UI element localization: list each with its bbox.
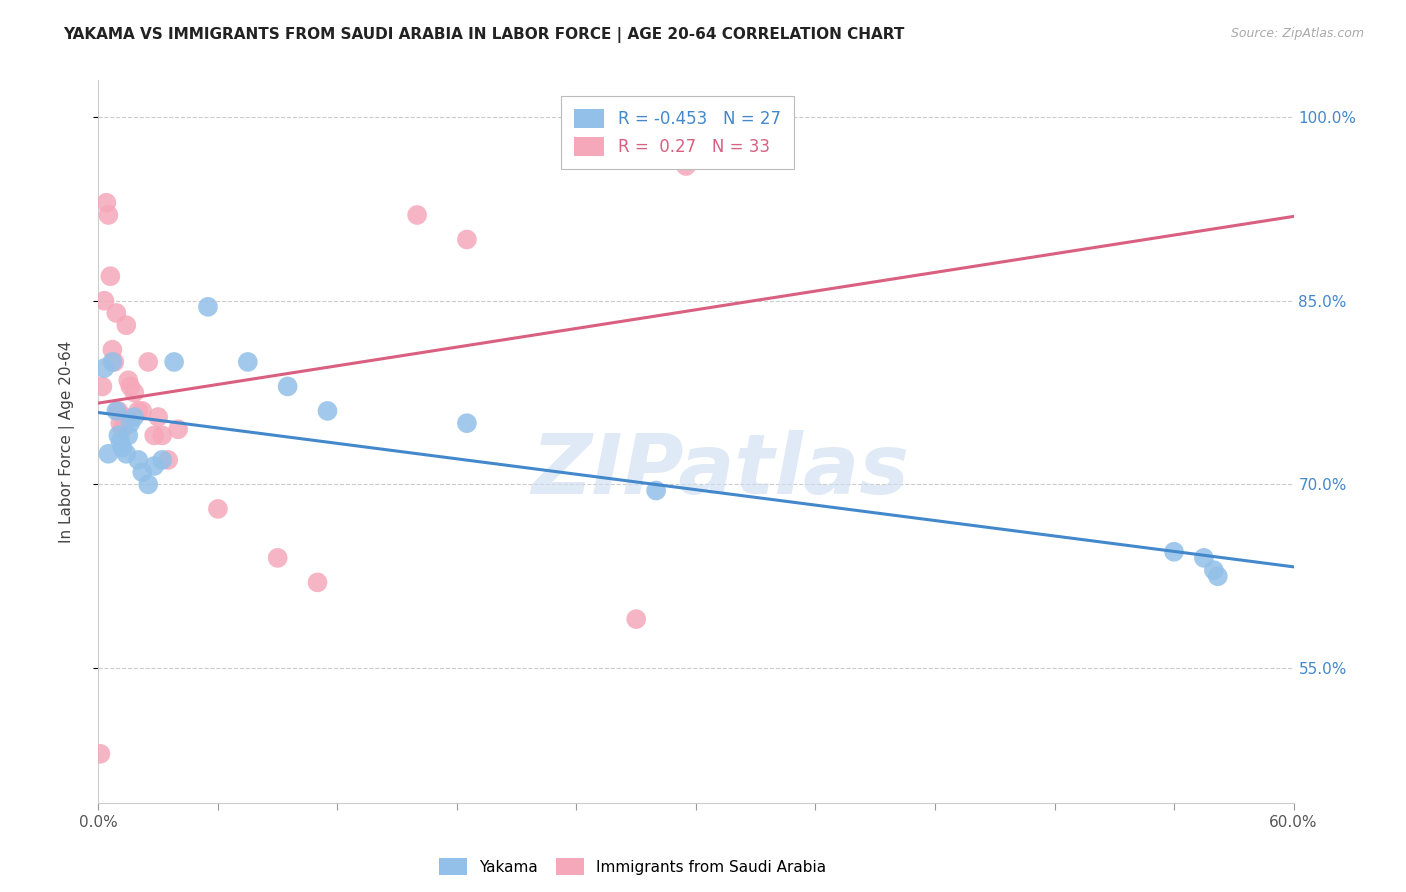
Point xyxy=(110,416,132,430)
Point xyxy=(127,453,149,467)
Point xyxy=(115,447,138,461)
Point xyxy=(150,428,173,442)
Point xyxy=(96,195,118,210)
Point xyxy=(124,385,146,400)
Text: YAKAMA VS IMMIGRANTS FROM SAUDI ARABIA IN LABOR FORCE | AGE 20-64 CORRELATION CH: YAKAMA VS IMMIGRANTS FROM SAUDI ARABIA I… xyxy=(63,27,904,43)
Point xyxy=(105,404,128,418)
Point xyxy=(97,208,120,222)
Point xyxy=(117,428,139,442)
Point xyxy=(197,300,219,314)
Point xyxy=(111,441,134,455)
Point xyxy=(89,747,111,761)
Point xyxy=(163,355,186,369)
Point xyxy=(117,373,139,387)
Point xyxy=(316,404,339,418)
Text: ZIPatlas: ZIPatlas xyxy=(531,430,908,511)
Point xyxy=(645,483,668,498)
Point xyxy=(101,343,124,357)
Point xyxy=(107,428,129,442)
Y-axis label: In Labor Force | Age 20-64: In Labor Force | Age 20-64 xyxy=(59,341,75,542)
Point xyxy=(97,447,120,461)
Point xyxy=(107,404,129,418)
Point xyxy=(150,453,173,467)
Point xyxy=(105,306,128,320)
Point xyxy=(103,355,125,369)
Legend: Yakama, Immigrants from Saudi Arabia: Yakama, Immigrants from Saudi Arabia xyxy=(439,858,827,875)
Point xyxy=(136,477,159,491)
Point xyxy=(1163,545,1185,559)
Point xyxy=(115,318,138,333)
Point xyxy=(111,422,134,436)
Point xyxy=(157,453,180,467)
Point xyxy=(136,355,159,369)
Point xyxy=(98,269,122,284)
Point xyxy=(406,208,429,222)
Point xyxy=(307,575,329,590)
Point xyxy=(167,422,190,436)
Point xyxy=(91,379,114,393)
Point xyxy=(148,410,170,425)
Point xyxy=(131,465,153,479)
Point xyxy=(626,612,648,626)
Legend: R = -0.453   N = 27, R =  0.27   N = 33: R = -0.453 N = 27, R = 0.27 N = 33 xyxy=(561,95,794,169)
Point xyxy=(93,293,115,308)
Point xyxy=(143,458,166,473)
Point xyxy=(1202,563,1225,577)
Text: Source: ZipAtlas.com: Source: ZipAtlas.com xyxy=(1230,27,1364,40)
Point xyxy=(120,416,142,430)
Point xyxy=(456,232,478,246)
Point xyxy=(143,428,166,442)
Point xyxy=(101,355,124,369)
Point xyxy=(110,434,132,449)
Point xyxy=(267,550,290,565)
Point xyxy=(277,379,299,393)
Point xyxy=(675,159,697,173)
Point xyxy=(120,379,142,393)
Point xyxy=(207,502,229,516)
Point xyxy=(236,355,259,369)
Point xyxy=(93,361,115,376)
Point xyxy=(124,410,146,425)
Point xyxy=(127,404,149,418)
Point xyxy=(131,404,153,418)
Point xyxy=(1206,569,1229,583)
Point xyxy=(112,410,135,425)
Point xyxy=(665,146,688,161)
Point xyxy=(1192,550,1215,565)
Point xyxy=(456,416,478,430)
